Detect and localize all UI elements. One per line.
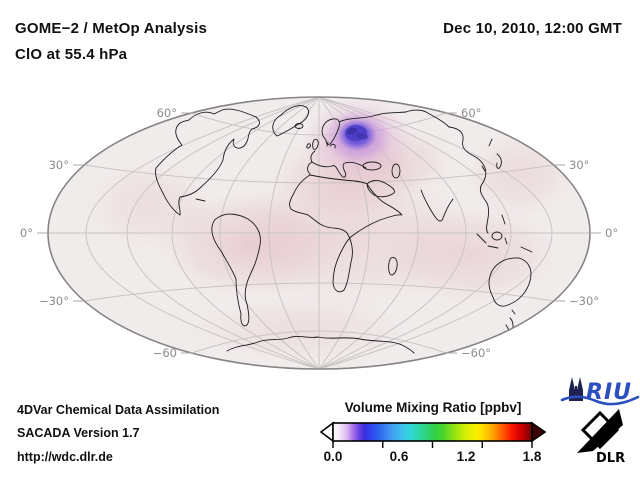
lat-label-right-60s: −60° bbox=[461, 346, 491, 360]
colorbar-right-arrow bbox=[531, 421, 547, 443]
lat-label-left-0: 0° bbox=[20, 226, 33, 240]
latitude-ticks bbox=[37, 112, 601, 354]
colorbar-left-arrow bbox=[319, 421, 334, 443]
lat-label-right-30n: 30° bbox=[569, 158, 589, 172]
colorbar-tick-label-06: 0.6 bbox=[390, 449, 409, 464]
dlr-emblem-dart-icon bbox=[577, 409, 623, 453]
colorbar-tick-label-0: 0.0 bbox=[324, 449, 343, 464]
colorbar-tick-label-12: 1.2 bbox=[457, 449, 476, 464]
lat-label-left-30s: −30° bbox=[39, 294, 69, 308]
colorbar: Volume Mixing Ratio [ppbv] 0.0 0.6 1.2 1… bbox=[319, 400, 547, 464]
lat-label-right-0: 0° bbox=[605, 226, 618, 240]
riu-wave-icon bbox=[560, 395, 640, 406]
clo-anomaly-scandinavia bbox=[302, 97, 414, 183]
lat-label-right-60n: 60° bbox=[461, 106, 481, 120]
lat-label-right-30s: −30° bbox=[569, 294, 599, 308]
lat-label-left-60s: −60 bbox=[153, 346, 177, 360]
hammer-projection-map: 60° 30° 0° −30° −60 60° 30° 0° −30° −60° bbox=[20, 96, 618, 370]
dlr-emblem-diamond-icon bbox=[580, 410, 620, 450]
colorbar-gradient-bar bbox=[332, 422, 533, 442]
lat-label-left-60n: 60° bbox=[157, 106, 177, 120]
latitude-labels: 60° 30° 0° −30° −60 60° 30° 0° −30° −60° bbox=[20, 106, 618, 360]
footer-version-label: SACADA Version 1.7 bbox=[17, 426, 140, 440]
colorbar-ticks bbox=[332, 441, 533, 448]
coastlines bbox=[155, 105, 533, 354]
dlr-logo: DLR bbox=[577, 409, 625, 466]
colorbar-title: Volume Mixing Ratio [ppbv] bbox=[345, 400, 522, 415]
page-subtitle: ClO at 55.4 hPa bbox=[15, 46, 128, 63]
cathedral-icon bbox=[569, 377, 583, 401]
page-title: GOME−2 / MetOp Analysis bbox=[15, 20, 208, 37]
footer-assimilation-label: 4DVar Chemical Data Assimilation bbox=[17, 403, 220, 417]
colorbar-tick-label-18: 1.8 bbox=[523, 449, 542, 464]
lat-label-left-30n: 30° bbox=[49, 158, 69, 172]
datetime-label: Dec 10, 2010, 12:00 GMT bbox=[443, 20, 622, 37]
footer-url: http://wdc.dlr.de bbox=[17, 450, 113, 464]
riu-logo: RIU bbox=[560, 377, 640, 406]
dlr-logo-text: DLR bbox=[596, 451, 625, 466]
